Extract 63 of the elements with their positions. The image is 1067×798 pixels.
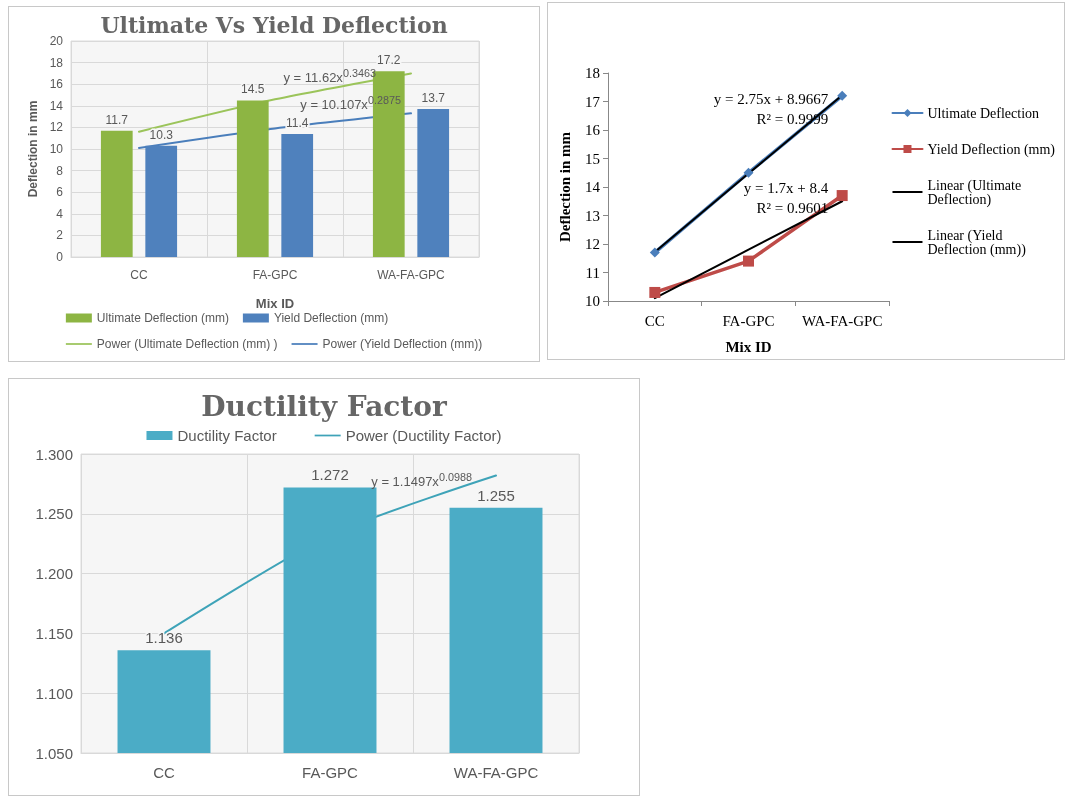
x-tick-label: WA-FA-GPC: [377, 268, 446, 282]
y-axis-title: Deflection in mm: [556, 131, 573, 242]
y-tick-label: 1.250: [35, 505, 73, 523]
data-label: 10.3: [149, 127, 174, 142]
x-tick-label: CC: [644, 312, 665, 329]
legend-label: Power (Ductility Factor): [345, 427, 502, 444]
x-axis-title: Mix ID: [255, 296, 295, 311]
data-label: 14.5: [241, 82, 265, 97]
y-tick-label: 1.100: [35, 684, 73, 702]
legend-label: Linear (Ultimate Deflection): [927, 177, 1025, 208]
y-tick-label: 18: [49, 55, 64, 70]
data-label: 13.7: [421, 91, 446, 106]
x-tick-label: CC: [153, 764, 175, 781]
y-tick-label: 1.300: [35, 445, 73, 463]
chart-title: Ultimate Vs Yield Deflection: [100, 12, 448, 38]
x-tick-label: FA-GPC: [722, 312, 775, 329]
y-tick-label: 16: [585, 122, 601, 138]
y-tick-label: 2: [56, 228, 64, 243]
legend-label: Power (Yield Deflection (mm)): [322, 337, 483, 351]
y-tick-label: 4: [56, 206, 64, 221]
data-label: 1.136: [145, 629, 183, 647]
legend-label: Power (Ultimate Deflection (mm) ): [96, 337, 278, 351]
x-tick-label: FA-GPC: [252, 268, 298, 282]
y-tick-label: 14: [585, 179, 601, 195]
x-tick-label: WA-FA-GPC: [801, 312, 883, 329]
legend-label: Ductility Factor: [177, 427, 277, 444]
annotation: y = 11.62x$^{0.3463}$: [283, 66, 376, 86]
y-tick-label: 11: [585, 264, 600, 281]
x-tick-label: FA-GPC: [302, 764, 359, 781]
y-tick-label: 17: [585, 93, 601, 110]
x-tick-label: CC: [130, 268, 148, 282]
y-tick-label: 15: [585, 150, 600, 167]
x-axis-title: Mix ID: [725, 338, 772, 355]
y-tick-label: 6: [56, 185, 64, 200]
y-tick-label: 13: [585, 207, 600, 224]
y-tick-label: 1.200: [35, 565, 73, 583]
legend-label: Yield Deflection (mm): [273, 311, 389, 325]
y-tick-label: 12: [585, 236, 600, 252]
chart-title: Ductility Factor: [201, 389, 448, 423]
data-label: 1.272: [311, 466, 349, 484]
y-tick-label: 10: [49, 142, 64, 156]
data-label: 1.255: [477, 486, 515, 504]
annotation: y = 2.75x + 8.9667: [713, 90, 829, 108]
y-tick-label: 8: [56, 163, 64, 178]
x-tick-label: WA-FA-GPC: [453, 764, 539, 781]
annotation: y = 1.1497x$^{0.0988}$: [371, 471, 472, 490]
y-tick-label: 1.050: [35, 744, 73, 762]
legend-label: Ultimate Deflection (mm): [96, 311, 229, 325]
annotation: y = 1.7x + 8.4: [743, 179, 829, 197]
y-tick-label: 18: [585, 65, 600, 81]
y-axis-title: Deflection in mm: [25, 100, 40, 198]
y-tick-label: 16: [49, 77, 64, 92]
y-tick-label: 14: [49, 98, 64, 113]
legend-label: Linear (Yield Deflection (mm)): [927, 227, 1027, 258]
data-label: 11.7: [105, 112, 129, 127]
y-tick-label: 20: [49, 34, 64, 48]
y-tick-label: 10: [585, 293, 600, 309]
legend-label: Yield Deflection (mm): [927, 141, 1056, 158]
y-tick-label: 1.150: [35, 624, 73, 642]
legend-label: Ultimate Deflection: [927, 105, 1040, 121]
y-tick-label: 0: [56, 250, 64, 264]
data-label: 17.2: [377, 53, 401, 68]
y-tick-label: 12: [49, 120, 64, 135]
